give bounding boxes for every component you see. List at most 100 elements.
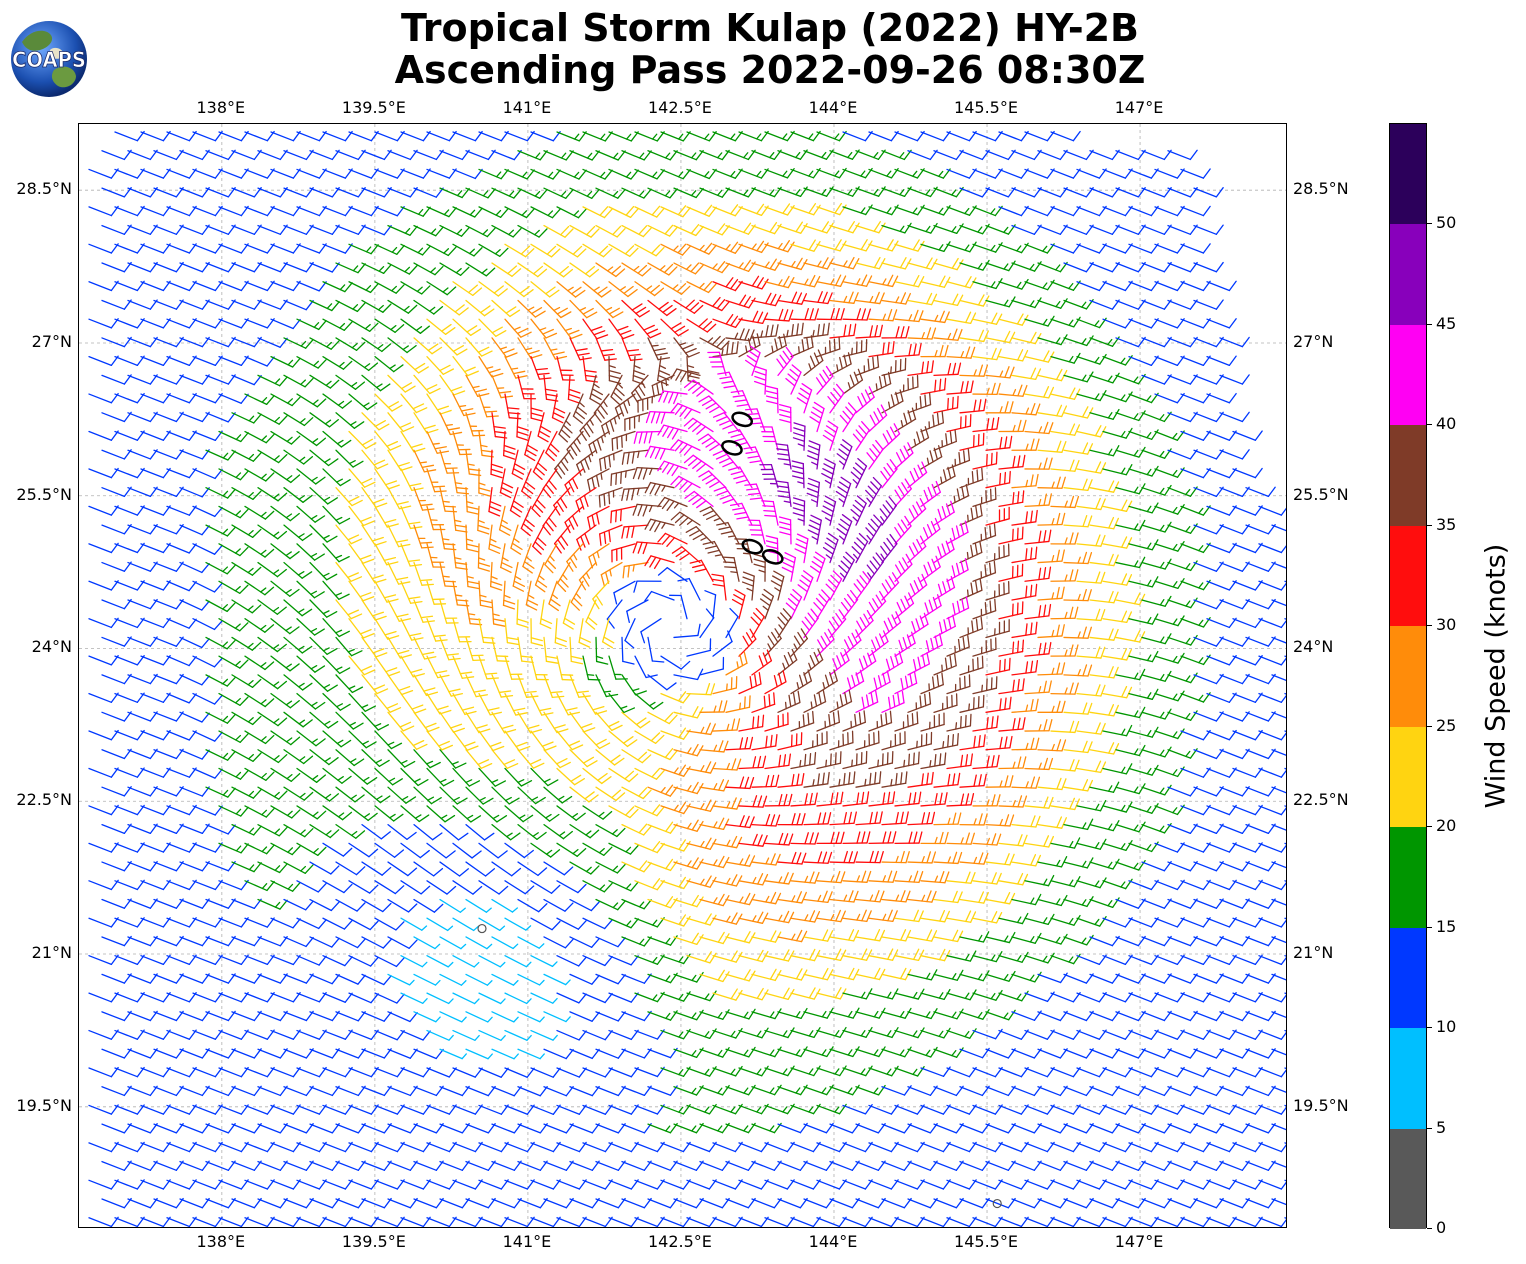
wind-barb: [657, 424, 688, 440]
wind-barb: [504, 130, 535, 142]
wind-barb: [842, 1141, 873, 1153]
wind-barb: [88, 842, 119, 853]
wind-barb: [1219, 524, 1250, 535]
wind-barb: [673, 623, 701, 639]
colorbar-segment: [1390, 1128, 1426, 1229]
wind-barb: [699, 700, 728, 713]
wind-barb: [829, 689, 853, 713]
wind-barb: [88, 767, 119, 778]
wind-barb: [751, 930, 782, 943]
wind-barb: [1076, 722, 1106, 735]
wind-barb: [400, 655, 425, 678]
wind-barb: [166, 842, 197, 853]
wind-barb: [894, 374, 919, 395]
wind-barb: [1167, 823, 1198, 834]
wind-barb: [205, 749, 236, 761]
wind-barb: [1193, 486, 1224, 498]
wind-barb: [114, 355, 145, 366]
wind-barb: [933, 693, 958, 713]
wind-barb: [803, 291, 833, 305]
wind-barb: [1180, 505, 1211, 516]
wind-barb: [855, 1197, 886, 1209]
wind-barb: [1115, 446, 1146, 458]
wind-barb: [673, 932, 704, 946]
wind-barb: [348, 243, 379, 255]
wind-barb: [257, 187, 288, 198]
wind-barb: [569, 973, 600, 985]
wind-barb: [1219, 1197, 1250, 1209]
wind-barb: [593, 393, 610, 423]
wind-barb: [166, 1216, 197, 1227]
wind-barb: [959, 931, 990, 943]
island-outline: [761, 548, 784, 565]
wind-barb: [270, 318, 301, 330]
wind-barb: [179, 711, 210, 723]
wind-barb: [322, 730, 352, 748]
wind-barb: [556, 730, 584, 751]
wind-barb: [257, 412, 288, 425]
wind-barb: [743, 446, 766, 470]
wind-barb: [140, 1179, 171, 1190]
wind-barb: [478, 767, 507, 787]
wind-barb: [179, 149, 210, 161]
wind-barb: [894, 791, 922, 807]
wind-barb: [335, 1011, 366, 1022]
wind-barb: [764, 1103, 795, 1115]
wind-barb: [309, 973, 340, 985]
wind-barb: [868, 831, 897, 845]
wind-barb: [322, 205, 353, 217]
lat-label-right: 21°N: [1293, 943, 1334, 963]
wind-barb: [621, 1010, 652, 1022]
wind-barb: [387, 898, 418, 913]
wind-barb: [361, 337, 392, 353]
wind-barb: [836, 514, 853, 545]
wind-barb: [712, 277, 743, 292]
wind-barb: [1076, 799, 1107, 812]
wind-barb: [322, 505, 351, 525]
wind-barb: [1076, 534, 1106, 547]
wind-barb: [1011, 815, 1041, 828]
wind-barb: [465, 524, 479, 553]
wind-barb: [205, 935, 236, 947]
wind-barb: [270, 692, 300, 709]
wind-barb: [868, 670, 891, 695]
wind-barb: [231, 487, 262, 501]
wind-barb: [296, 655, 326, 673]
colorbar-segment: [1390, 927, 1426, 1029]
wind-barb: [465, 412, 486, 437]
wind-barb: [127, 935, 158, 947]
wind-barb: [374, 1179, 405, 1190]
wind-barb: [1206, 879, 1237, 891]
wind-barb: [907, 1123, 938, 1134]
wind-barb: [959, 329, 989, 343]
wind-barb: [985, 735, 1013, 751]
title-line-1: Tropical Storm Kulap (2022) HY-2B: [400, 6, 1139, 50]
wind-barb: [270, 954, 301, 966]
wind-barb: [1180, 954, 1211, 966]
wind-barb: [309, 823, 340, 839]
wind-barb: [647, 1047, 678, 1059]
wind-barb: [1206, 767, 1237, 778]
wind-barb: [621, 1123, 652, 1134]
wind-barb: [88, 804, 119, 816]
wind-barb: [1180, 318, 1211, 329]
wind-barb: [413, 1085, 444, 1097]
wind-barb: [153, 636, 184, 647]
wind-barb: [1089, 149, 1120, 161]
wind-barb: [1167, 973, 1198, 984]
wind-barb: [426, 1067, 457, 1078]
wind-barb: [140, 617, 171, 629]
wind-barb: [660, 801, 691, 815]
wind-barb: [166, 879, 197, 891]
wind-barb: [517, 337, 543, 359]
wind-barb: [1128, 688, 1159, 700]
wind-barb: [1076, 390, 1107, 402]
wind-barb: [686, 281, 717, 294]
wind-barb: [660, 243, 691, 256]
wind-barb: [127, 524, 158, 535]
wind-barb: [907, 327, 937, 340]
wind-barb: [838, 551, 855, 582]
wind-barb: [1063, 515, 1093, 528]
wind-barb: [1024, 168, 1055, 179]
wind-barb: [114, 430, 145, 441]
